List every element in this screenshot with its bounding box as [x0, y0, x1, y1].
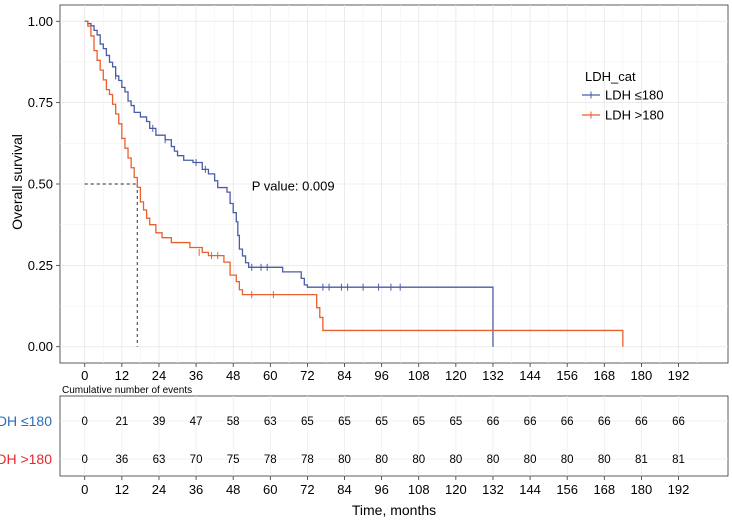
risk-cell: 70	[190, 454, 203, 466]
survival-curve-ldh-high	[84, 20, 624, 347]
risk-x-tick-label: 156	[556, 482, 578, 497]
p-value-annotation: P value: 0.009	[252, 179, 335, 194]
x-axis-ticks: 0 12 24 36 48 60 72 84 96 108 120 132 144 156 168 180 19…	[81, 363, 689, 383]
risk-x-tick-label: 60	[263, 482, 277, 497]
x-tick-label: 12	[115, 368, 129, 383]
y-tick-label: 0.00	[28, 339, 53, 354]
risk-cell: 58	[227, 416, 240, 428]
risk-x-axis-ticks: 0 12 24 36 48 60 72 84 96 108 120 132 144 156 168 180 19…	[81, 476, 689, 497]
x-tick-label: 108	[408, 368, 430, 383]
survival-curve-ldh-low	[84, 20, 494, 347]
risk-cell: 78	[264, 454, 277, 466]
risk-cell: 80	[449, 454, 462, 466]
risk-cell: 81	[635, 454, 648, 466]
x-tick-label: 132	[482, 368, 504, 383]
risk-cell: 63	[153, 454, 166, 466]
risk-x-tick-label: 0	[81, 482, 88, 497]
y-tick-label: 1.00	[28, 14, 53, 29]
risk-x-tick-label: 12	[115, 482, 129, 497]
risk-cell: 80	[524, 454, 537, 466]
y-axis-ticks: 0.00 0.25 0.50 0.75 1.00	[28, 14, 60, 354]
x-tick-label: 180	[631, 368, 653, 383]
risk-table-gridlines	[60, 396, 728, 476]
x-tick-label: 72	[300, 368, 314, 383]
x-tick-label: 60	[263, 368, 277, 383]
risk-cell: 65	[449, 416, 462, 428]
median-survival-lines	[84, 183, 138, 347]
x-tick-label: 36	[189, 368, 203, 383]
risk-x-tick-label: 36	[189, 482, 203, 497]
risk-cell: 36	[115, 454, 128, 466]
risk-x-tick-label: 120	[445, 482, 467, 497]
risk-cell: 0	[82, 416, 88, 428]
risk-table-border	[59, 395, 729, 477]
risk-cell: 47	[190, 416, 203, 428]
x-tick-label: 192	[668, 368, 690, 383]
x-tick-label: 0	[81, 368, 88, 383]
x-tick-label: 144	[519, 368, 541, 383]
risk-cell: 80	[598, 454, 611, 466]
x-tick-label: 168	[593, 368, 615, 383]
risk-cell: 66	[487, 416, 500, 428]
risk-cell: 66	[561, 416, 574, 428]
risk-row-label: LDH ≤180	[0, 413, 52, 429]
x-tick-label: 48	[226, 368, 240, 383]
risk-cell: 66	[635, 416, 648, 428]
risk-x-tick-label: 72	[300, 482, 314, 497]
risk-x-tick-label: 132	[482, 482, 504, 497]
risk-x-tick-label: 144	[519, 482, 541, 497]
risk-x-tick-label: 180	[631, 482, 653, 497]
risk-cell: 21	[115, 416, 128, 428]
risk-cell: 80	[487, 454, 500, 466]
y-tick-label: 0.50	[28, 177, 53, 192]
risk-x-tick-label: 96	[374, 482, 388, 497]
x-tick-label: 24	[152, 368, 166, 383]
risk-cell: 65	[412, 416, 425, 428]
survival-plot-panel: 0.00 0.25 0.50 0.75 1.00 0 12 24 36 48 60 72 84 96 10…	[9, 4, 729, 383]
risk-x-tick-label: 108	[408, 482, 430, 497]
risk-x-tick-label: 48	[226, 482, 240, 497]
risk-row-label: LDH >180	[0, 451, 52, 467]
x-axis-label: Time, months	[352, 502, 436, 518]
risk-cell: 66	[672, 416, 685, 428]
risk-cell: 80	[561, 454, 574, 466]
risk-cell: 65	[301, 416, 314, 428]
risk-x-tick-label: 168	[593, 482, 615, 497]
x-tick-label: 84	[337, 368, 351, 383]
y-tick-label: 0.25	[28, 258, 53, 273]
risk-cell: 75	[227, 454, 240, 466]
risk-x-tick-label: 192	[668, 482, 690, 497]
risk-table-rows: LDH ≤180 0 21 39 47 58 63 65 65 65 65 65 66 66 66 66 66 6…	[0, 413, 685, 467]
risk-table-title: Cumulative number of events	[62, 385, 192, 396]
legend-title: LDH_cat	[585, 69, 636, 84]
risk-cell: 65	[338, 416, 351, 428]
risk-cell: 81	[672, 454, 685, 466]
risk-cell: 66	[524, 416, 537, 428]
x-tick-label: 156	[556, 368, 578, 383]
x-tick-label: 96	[374, 368, 388, 383]
legend: LDH_cat LDH ≤180 LDH >180	[582, 69, 664, 123]
risk-cell: 80	[412, 454, 425, 466]
legend-entry-label: LDH >180	[605, 108, 664, 123]
legend-entries: LDH ≤180 LDH >180	[582, 88, 664, 123]
risk-x-tick-label: 24	[152, 482, 166, 497]
risk-cell: 78	[301, 454, 314, 466]
risk-cell: 65	[375, 416, 388, 428]
y-tick-label: 0.75	[28, 95, 53, 110]
risk-cell: 66	[598, 416, 611, 428]
risk-x-tick-label: 84	[337, 482, 351, 497]
risk-cell: 80	[338, 454, 351, 466]
y-axis-label: Overall survival	[9, 134, 25, 230]
risk-cell: 63	[264, 416, 277, 428]
survival-curves	[84, 20, 624, 347]
x-tick-label: 120	[445, 368, 467, 383]
risk-table-panel: Cumulative number of events LDH ≤180 0 21 3…	[0, 385, 729, 518]
risk-cell: 80	[375, 454, 388, 466]
legend-entry-label: LDH ≤180	[605, 88, 663, 103]
risk-cell: 0	[82, 454, 88, 466]
risk-cell: 39	[153, 416, 166, 428]
